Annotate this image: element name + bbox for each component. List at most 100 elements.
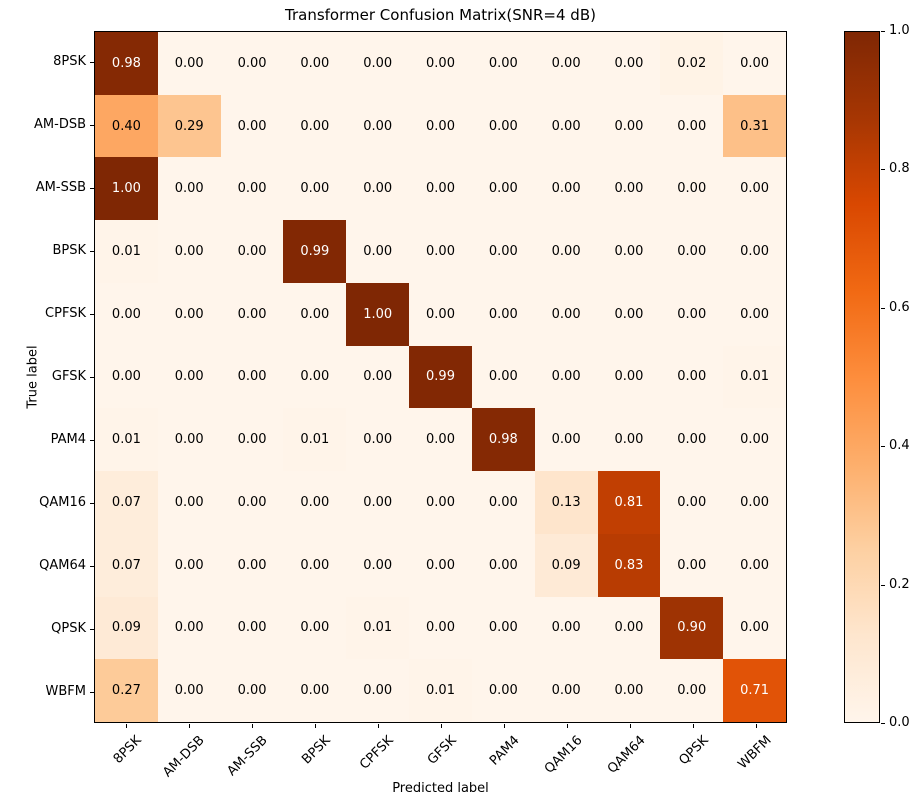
heatmap-cell: 1.00 xyxy=(95,157,158,221)
x-tick-label: GFSK xyxy=(424,733,460,768)
heatmap-cell: 0.00 xyxy=(723,157,786,221)
heatmap-cell: 0.29 xyxy=(157,94,221,158)
heatmap-cell: 0.00 xyxy=(283,32,347,95)
heatmap-cell: 0.00 xyxy=(660,659,724,722)
heatmap-cell: 0.00 xyxy=(660,345,724,409)
heatmap-cell: 0.01 xyxy=(283,408,347,472)
heatmap-cell: 0.00 xyxy=(157,282,221,346)
colorbar-tick-mark xyxy=(881,169,885,171)
heatmap-cell: 0.00 xyxy=(346,659,410,722)
heatmap-cell: 0.00 xyxy=(220,157,284,221)
x-tick-label: BPSK xyxy=(298,733,334,768)
y-tick-label: QPSK xyxy=(51,620,86,636)
y-tick-label: QAM16 xyxy=(39,494,86,510)
x-tick-label: AM-SSB xyxy=(223,733,271,780)
heatmap-cell: 0.00 xyxy=(220,659,284,722)
heatmap-cell: 0.00 xyxy=(471,94,535,158)
y-tick-mark xyxy=(90,628,94,630)
heatmap-cell: 0.00 xyxy=(723,220,786,283)
heatmap-cell: 0.00 xyxy=(471,220,535,283)
heatmap-cell: 0.00 xyxy=(660,471,724,534)
heatmap-cell: 0.00 xyxy=(534,408,598,472)
heatmap-cell: 0.07 xyxy=(95,533,158,597)
heatmap-cell: 0.00 xyxy=(409,94,472,158)
heatmap-cell: 0.00 xyxy=(157,659,221,722)
heatmap-cell: 0.00 xyxy=(95,345,158,409)
heatmap-cell: 0.00 xyxy=(283,157,347,221)
heatmap-cell: 0.98 xyxy=(471,408,535,472)
heatmap-cell: 0.00 xyxy=(409,32,472,95)
colorbar-tick-label: 0.0 xyxy=(889,715,910,730)
y-tick-mark xyxy=(90,439,94,441)
heatmap-cell: 0.00 xyxy=(283,282,347,346)
heatmap-cell: 0.27 xyxy=(95,659,158,722)
y-tick-mark xyxy=(90,565,94,567)
heatmap-cell: 0.00 xyxy=(220,32,284,95)
heatmap-cell: 0.00 xyxy=(660,94,724,158)
heatmap-cell: 0.00 xyxy=(220,533,284,597)
x-tick-mark xyxy=(755,724,757,728)
heatmap-cell: 0.00 xyxy=(346,94,410,158)
heatmap-cell: 0.00 xyxy=(597,659,661,722)
heatmap-cell: 0.00 xyxy=(471,345,535,409)
heatmap-cell: 0.00 xyxy=(534,596,598,660)
y-tick-mark xyxy=(90,125,94,127)
x-tick-mark xyxy=(377,724,379,728)
x-tick-label: PAM4 xyxy=(486,733,523,769)
colorbar-gradient xyxy=(845,32,879,722)
x-tick-label: 8PSK xyxy=(110,733,145,767)
y-tick-mark xyxy=(90,314,94,316)
heatmap-cell: 0.00 xyxy=(597,282,661,346)
heatmap-cell: 0.00 xyxy=(409,282,472,346)
heatmap-cell: 0.00 xyxy=(220,596,284,660)
heatmap-cell: 0.00 xyxy=(597,32,661,95)
heatmap-cell: 0.00 xyxy=(660,408,724,472)
heatmap-cell: 0.81 xyxy=(597,471,661,534)
colorbar xyxy=(844,31,880,723)
x-tick-mark xyxy=(503,724,505,728)
colorbar-tick-mark xyxy=(881,31,885,32)
heatmap-cell: 0.01 xyxy=(346,596,410,660)
x-tick-label: QAM64 xyxy=(604,733,649,777)
heatmap-cell: 0.00 xyxy=(283,533,347,597)
heatmap-cell: 0.00 xyxy=(723,596,786,660)
x-tick-mark xyxy=(188,724,190,728)
heatmap-cell: 0.00 xyxy=(157,32,221,95)
heatmap-cell: 0.00 xyxy=(534,157,598,221)
heatmap-cell: 1.00 xyxy=(346,282,410,346)
heatmap-cell: 0.00 xyxy=(283,471,347,534)
y-tick-label: CPFSK xyxy=(45,306,86,322)
y-tick-mark xyxy=(90,377,94,378)
heatmap-cell: 0.00 xyxy=(723,408,786,472)
heatmap-cell: 0.90 xyxy=(660,596,724,660)
heatmap-cell: 0.00 xyxy=(157,471,221,534)
heatmap-cell: 0.00 xyxy=(660,533,724,597)
y-tick-mark xyxy=(90,502,94,504)
heatmap-cell: 0.00 xyxy=(220,220,284,283)
heatmap-cell: 0.00 xyxy=(534,659,598,722)
colorbar-tick-label: 0.6 xyxy=(889,299,910,315)
heatmap-cell: 0.07 xyxy=(95,471,158,534)
y-tick-mark xyxy=(90,188,94,190)
heatmap-cell: 0.00 xyxy=(409,533,472,597)
heatmap-cell: 0.00 xyxy=(597,94,661,158)
heatmap-cell: 0.71 xyxy=(723,659,786,722)
heatmap-cell: 0.00 xyxy=(220,471,284,534)
heatmap-cell: 0.09 xyxy=(95,596,158,660)
colorbar-tick-label: 1.0 xyxy=(889,23,910,38)
heatmap-cell: 0.00 xyxy=(95,282,158,346)
x-tick-label: CPFSK xyxy=(356,733,397,773)
heatmap-cell: 0.01 xyxy=(723,345,786,409)
heatmap-cell: 0.00 xyxy=(534,220,598,283)
x-tick-mark xyxy=(440,724,442,728)
heatmap-cell: 0.00 xyxy=(660,282,724,346)
heatmap-cell: 0.00 xyxy=(597,220,661,283)
heatmap-cell: 0.01 xyxy=(409,659,472,722)
heatmap-cell: 0.00 xyxy=(409,408,472,472)
heatmap-cell: 0.99 xyxy=(283,220,347,283)
y-tick-label: BPSK xyxy=(52,243,86,259)
heatmap-cell: 0.00 xyxy=(723,471,786,534)
heatmap-cell: 0.09 xyxy=(534,533,598,597)
heatmap-cell: 0.00 xyxy=(346,345,410,409)
